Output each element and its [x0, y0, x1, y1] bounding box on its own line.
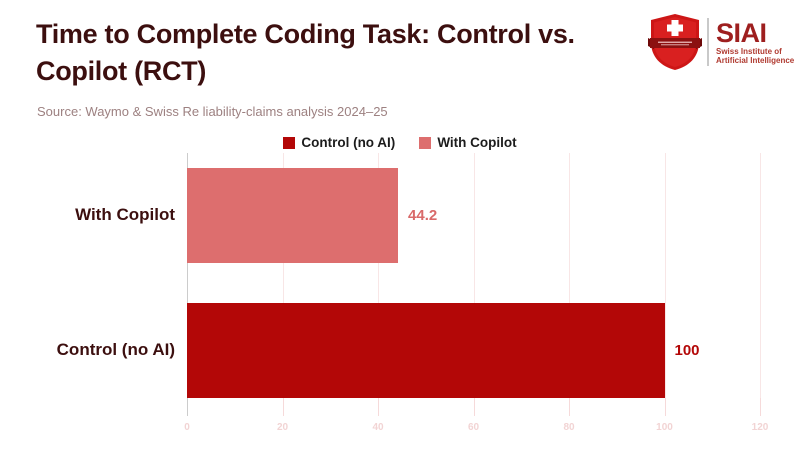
gridline-80 — [569, 153, 570, 398]
legend-label: With Copilot — [437, 135, 517, 150]
legend-swatch-icon — [283, 136, 296, 149]
y-axis-line — [187, 153, 188, 398]
swiss-shield-icon — [648, 14, 702, 70]
category-label-0: With Copilot — [75, 204, 175, 224]
legend-swatch-icon — [419, 136, 432, 149]
gridline-20 — [282, 153, 284, 398]
x-tick-label-20: 20 — [276, 422, 289, 433]
x-tick-label-0: 0 — [184, 422, 190, 433]
x-tick-label-40: 40 — [372, 422, 384, 433]
x-tick-40 — [378, 398, 379, 416]
x-tick-20 — [282, 398, 284, 416]
logo-subtitle-line2: Artificial Intelligence — [716, 55, 795, 65]
x-tick-60 — [473, 398, 475, 416]
legend-label: Control (no AI) — [301, 135, 396, 150]
page-title: Time to Complete Coding Task: Control vs… — [36, 19, 575, 86]
gridline-60 — [473, 153, 475, 398]
bar-chart: 0 20 40 60 80 100 120 44.2 100 With Copilot Contr… — [0, 153, 800, 450]
plot-area: 0 20 40 60 80 100 120 44.2 100 — [184, 153, 768, 433]
source-caption: Source: Waymo & Swiss Re liability-claim… — [37, 104, 388, 119]
bar-control-no-ai — [187, 303, 665, 398]
siai-logo: SIAI Swiss Institute of Artificial Intel… — [648, 13, 794, 71]
x-tick-label-80: 80 — [563, 422, 575, 433]
x-tick-label-100: 100 — [656, 422, 673, 433]
x-tick-0 — [187, 398, 188, 416]
logo-divider — [707, 18, 709, 66]
logo-wordmark: SIAI — [716, 17, 767, 48]
x-tick-80 — [569, 398, 570, 416]
x-tick-120 — [760, 398, 761, 416]
gridline-40 — [378, 153, 379, 398]
bar-with-copilot — [187, 168, 399, 263]
legend-item-1: With Copilot — [419, 135, 517, 150]
logo-subtitle-line1: Swiss Institute of — [716, 46, 782, 56]
gridline-100 — [664, 153, 666, 398]
legend-item-0: Control (no AI) — [283, 135, 395, 150]
category-label-1: Control (no AI) — [56, 339, 175, 359]
x-tick-label-60: 60 — [467, 422, 480, 433]
chart-legend: Control (no AI) With Copilot — [0, 135, 800, 150]
gridline-120 — [760, 153, 761, 398]
value-label-0: 44.2 — [408, 206, 438, 224]
x-tick-label-120: 120 — [751, 422, 769, 433]
value-label-1: 100 — [674, 341, 700, 359]
x-tick-100 — [664, 398, 666, 416]
